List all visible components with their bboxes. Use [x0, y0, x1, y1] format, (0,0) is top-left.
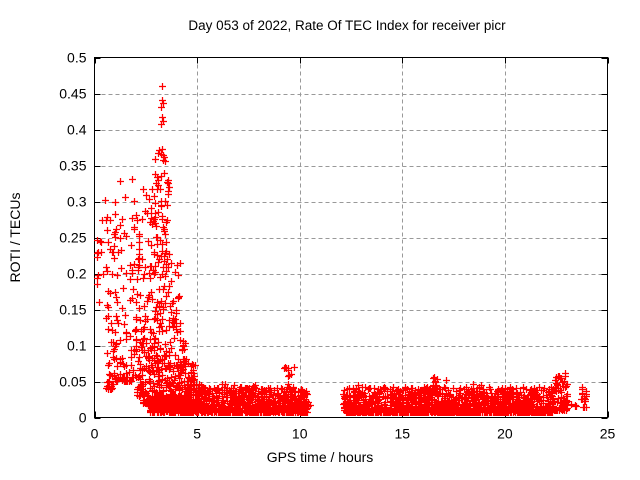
- y-tick-label: 0.25: [59, 230, 86, 246]
- y-axis-label: ROTI / TECUs: [7, 193, 23, 283]
- y-tick-label: 0.45: [59, 86, 86, 102]
- axis-tick-labels: 0 5 10 15 20 25 0 0.05 0.1 0.15 0.2 0.25 0.3 0.35 0.4 0…: [59, 50, 615, 442]
- scatter-points: [94, 83, 590, 416]
- y-tick-label: 0.35: [59, 158, 86, 174]
- chart-title: Day 053 of 2022, Rate Of TEC Index for r…: [188, 18, 506, 33]
- y-tick-label: 0.1: [67, 338, 87, 354]
- x-tick-label: 5: [193, 426, 201, 442]
- y-tick-label: 0.5: [67, 50, 87, 66]
- x-tick-label: 0: [91, 426, 99, 442]
- x-tick-label: 15: [395, 426, 411, 442]
- y-tick-label: 0.4: [67, 122, 87, 138]
- y-tick-label: 0: [79, 410, 87, 426]
- x-tick-label: 25: [600, 426, 616, 442]
- x-axis-label: GPS time / hours: [267, 449, 374, 465]
- plot-border: [94, 57, 608, 418]
- x-tick-label: 20: [497, 426, 513, 442]
- y-tick-label: 0.15: [59, 302, 86, 318]
- y-tick-label: 0.2: [67, 266, 87, 282]
- y-tick-label: 0.3: [67, 194, 87, 210]
- x-tick-label: 10: [292, 426, 308, 442]
- roti-data-path: [94, 83, 590, 416]
- y-tick-label: 0.05: [59, 374, 86, 390]
